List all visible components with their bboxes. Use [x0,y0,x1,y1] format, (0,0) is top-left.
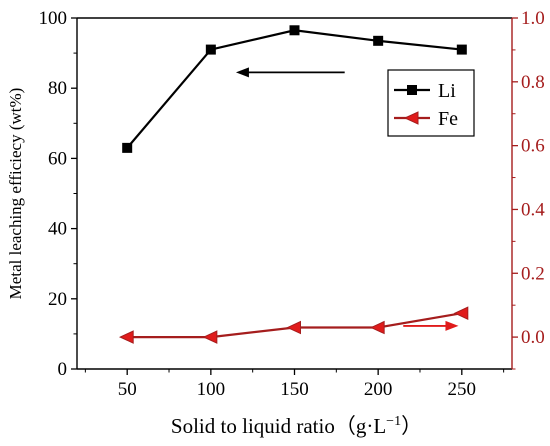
x-tick-label: 100 [197,379,226,400]
arrow-fe-head [445,320,459,331]
point-fe [369,320,385,335]
y-tick-label: 20 [48,289,67,310]
arrow-li-head [235,67,249,78]
y-axis-title: Metal leaching efficiecy (wt%) [6,88,25,300]
axes-group: 50 100 150 200 250 0 20 40 60 80 100 0.0 0.2 0.4 0.6 0.… [39,8,546,400]
x-axis-title-superscript: −1 [386,414,401,429]
point-li [289,25,300,36]
point-li [205,44,216,55]
point-fe [118,330,134,344]
series-group [118,25,469,344]
x-tick-label: 250 [448,379,477,400]
point-li [456,44,467,55]
y-tick-label: 40 [48,219,67,240]
y2-tick-label: 0.2 [521,263,545,284]
x-axis-title-main: Solid to liquid ratio（g·L [171,414,386,438]
point-fe [453,306,469,320]
point-fe [286,320,301,335]
y-tick-label: 100 [39,8,68,29]
y2-tick-label: 0.8 [521,72,545,93]
y-tick-label: 80 [48,78,67,99]
x-tick-label: 200 [364,379,393,400]
legend-marker-li [407,85,417,95]
x-axis-title: Solid to liquid ratio（g·L−1） [171,414,422,438]
legend: Li Fe [387,69,475,137]
point-li [373,35,384,46]
y2-tick-label: 0.6 [521,136,545,157]
legend-label-li: Li [438,80,456,102]
x-tick-label: 150 [280,379,309,400]
x-axis-title-close: ） [401,414,422,438]
y-tick-label: 0 [58,359,68,380]
y2-tick-label: 0.0 [521,327,545,348]
point-li [122,142,133,153]
legend-marker-fe [403,111,419,125]
x-tick-label: 50 [118,379,137,400]
legend-label-fe: Fe [438,108,458,130]
y-tick-label: 60 [48,148,67,169]
point-fe [202,330,218,344]
legend-box [387,69,475,137]
y2-tick-label: 1.0 [521,8,545,29]
y2-tick-label: 0.4 [521,199,545,220]
